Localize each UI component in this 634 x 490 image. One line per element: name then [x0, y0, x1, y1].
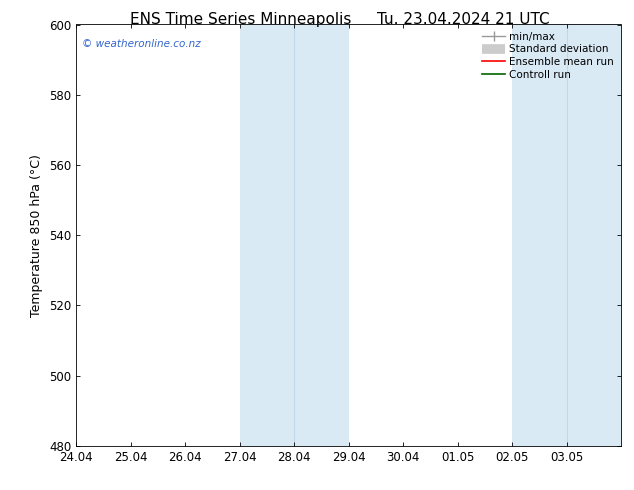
Text: © weatheronline.co.nz: © weatheronline.co.nz	[82, 39, 200, 49]
Bar	[512, 24, 621, 446]
Legend: min/max, Standard deviation, Ensemble mean run, Controll run: min/max, Standard deviation, Ensemble me…	[480, 30, 616, 82]
Bar	[240, 24, 349, 446]
Text: Tu. 23.04.2024 21 UTC: Tu. 23.04.2024 21 UTC	[377, 12, 549, 27]
Text: ENS Time Series Minneapolis: ENS Time Series Minneapolis	[130, 12, 352, 27]
Y-axis label: Temperature 850 hPa (°C): Temperature 850 hPa (°C)	[30, 154, 43, 317]
